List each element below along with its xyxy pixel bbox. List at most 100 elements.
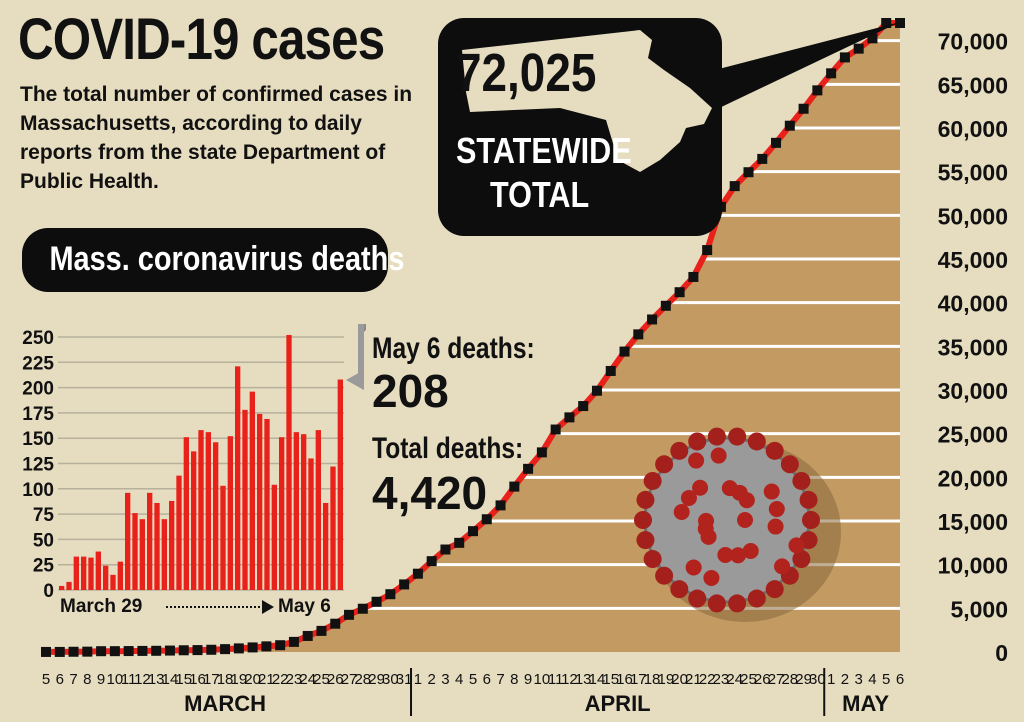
cases-x-tick-label: 13 [575, 671, 592, 688]
virus-spike [655, 566, 674, 585]
virus-spike [747, 432, 766, 451]
virus-spike [643, 550, 662, 569]
cases-x-tick-label: 5 [882, 671, 890, 688]
deaths-bar [249, 391, 255, 590]
cases-point [275, 640, 286, 651]
virus-spike [643, 471, 662, 490]
virus-spike [670, 441, 689, 460]
deaths-bar [73, 556, 79, 590]
deaths-bar [81, 556, 87, 590]
deaths-bar [220, 485, 226, 590]
cases-point [109, 646, 120, 657]
deaths-bar [117, 561, 123, 590]
cases-x-tick-label: 19 [657, 671, 674, 688]
virus-spike [792, 550, 811, 569]
virus-spike [688, 452, 705, 469]
virus-spike [688, 589, 707, 608]
virus-spike [698, 512, 715, 529]
virus-spike [802, 511, 820, 529]
latest-deaths-label: May 6 deaths: [372, 332, 535, 365]
virus-spike [707, 427, 726, 446]
deaths-bar [169, 500, 175, 590]
virus-spike [765, 441, 784, 460]
cases-y-tick-label: 60,000 [938, 116, 1008, 142]
cases-x-tick-label: 20 [244, 671, 261, 688]
cases-point [660, 300, 671, 311]
deaths-callout-bracket [358, 324, 364, 380]
cases-y-tick-label: 0 [995, 640, 1008, 666]
deaths-bar [95, 551, 101, 590]
cases-point [853, 43, 864, 54]
cases-x-tick-label: 6 [483, 671, 491, 688]
cases-point [509, 481, 520, 492]
cases-point [385, 589, 396, 600]
deaths-y-tick-label: 250 [22, 328, 54, 349]
cases-x-tick-label: 2 [428, 671, 436, 688]
deaths-y-tick-label: 200 [22, 379, 54, 400]
cases-markers [41, 18, 905, 657]
cases-point [41, 646, 51, 657]
cases-x-tick-label: 7 [496, 671, 504, 688]
cases-x-tick-label: 11 [548, 671, 564, 688]
cases-point [605, 365, 616, 376]
cases-point [288, 636, 299, 647]
virus-spike [788, 537, 805, 554]
cases-y-tick-label: 50,000 [938, 203, 1008, 229]
cases-x-tick-label: 22 [272, 671, 289, 688]
deaths-bar [330, 466, 336, 590]
cases-point [68, 646, 79, 657]
cases-point [54, 646, 65, 657]
callout-pointer [715, 22, 900, 110]
deaths-bar [301, 434, 307, 590]
cases-point [564, 412, 575, 423]
cases-x-tick-label: 8 [510, 671, 518, 688]
cases-x-tick-label: 30 [809, 671, 826, 688]
cases-point [619, 346, 630, 357]
virus-spike [768, 501, 785, 518]
cases-point [647, 314, 658, 325]
deaths-bar [227, 436, 233, 590]
cases-x-tick-label: 17 [203, 671, 220, 688]
cases-x-tick-label: 2 [841, 671, 849, 688]
cases-point [82, 646, 93, 657]
cases-x-tick-label: 12 [134, 671, 151, 688]
cases-point [178, 645, 189, 656]
deaths-bar [264, 418, 270, 590]
cases-x-tick-label: 5 [469, 671, 477, 688]
virus-spike [747, 589, 766, 608]
cases-x-ticks: 5 6 7 8 9 10111213141516171819202122232425262… [42, 671, 904, 688]
cases-point [137, 645, 148, 656]
cases-point [578, 401, 589, 412]
cases-point [688, 271, 699, 282]
month-label: MARCH [184, 691, 266, 716]
virus-spike [763, 483, 780, 500]
cases-x-tick-label: 1 [827, 671, 835, 688]
deaths-bar [66, 581, 72, 590]
statewide-label: STATEWIDE [456, 130, 632, 171]
deaths-y-tick-label: 100 [22, 480, 54, 501]
cases-point [826, 68, 837, 79]
range-start-label: March 29 [60, 596, 143, 617]
cases-point [481, 514, 492, 525]
cases-point [151, 645, 162, 656]
cases-x-tick-label: 26 [754, 671, 771, 688]
cases-y-tick-label: 70,000 [938, 29, 1008, 55]
cases-y-ticks: 0 5,000 10,000 15,000 20,000 25,000 30,000 35,0… [938, 29, 1008, 666]
cases-point [371, 596, 382, 607]
month-label: APRIL [585, 691, 651, 716]
cases-x-tick-label: 22 [699, 671, 716, 688]
month-labels: MARCH APRIL MAY [184, 668, 889, 716]
cases-x-tick-label: 10 [107, 671, 124, 688]
cases-point [633, 329, 644, 340]
virus-spike [692, 479, 709, 496]
deaths-bar [293, 432, 299, 590]
month-label: MAY [842, 691, 889, 716]
cases-y-tick-label: 55,000 [938, 160, 1008, 186]
cases-point [895, 18, 905, 28]
cases-point [591, 385, 602, 396]
page-title: COVID-19 cases [18, 7, 385, 72]
cases-point [412, 568, 423, 579]
virus-spike [792, 471, 811, 490]
cases-point [743, 167, 754, 178]
